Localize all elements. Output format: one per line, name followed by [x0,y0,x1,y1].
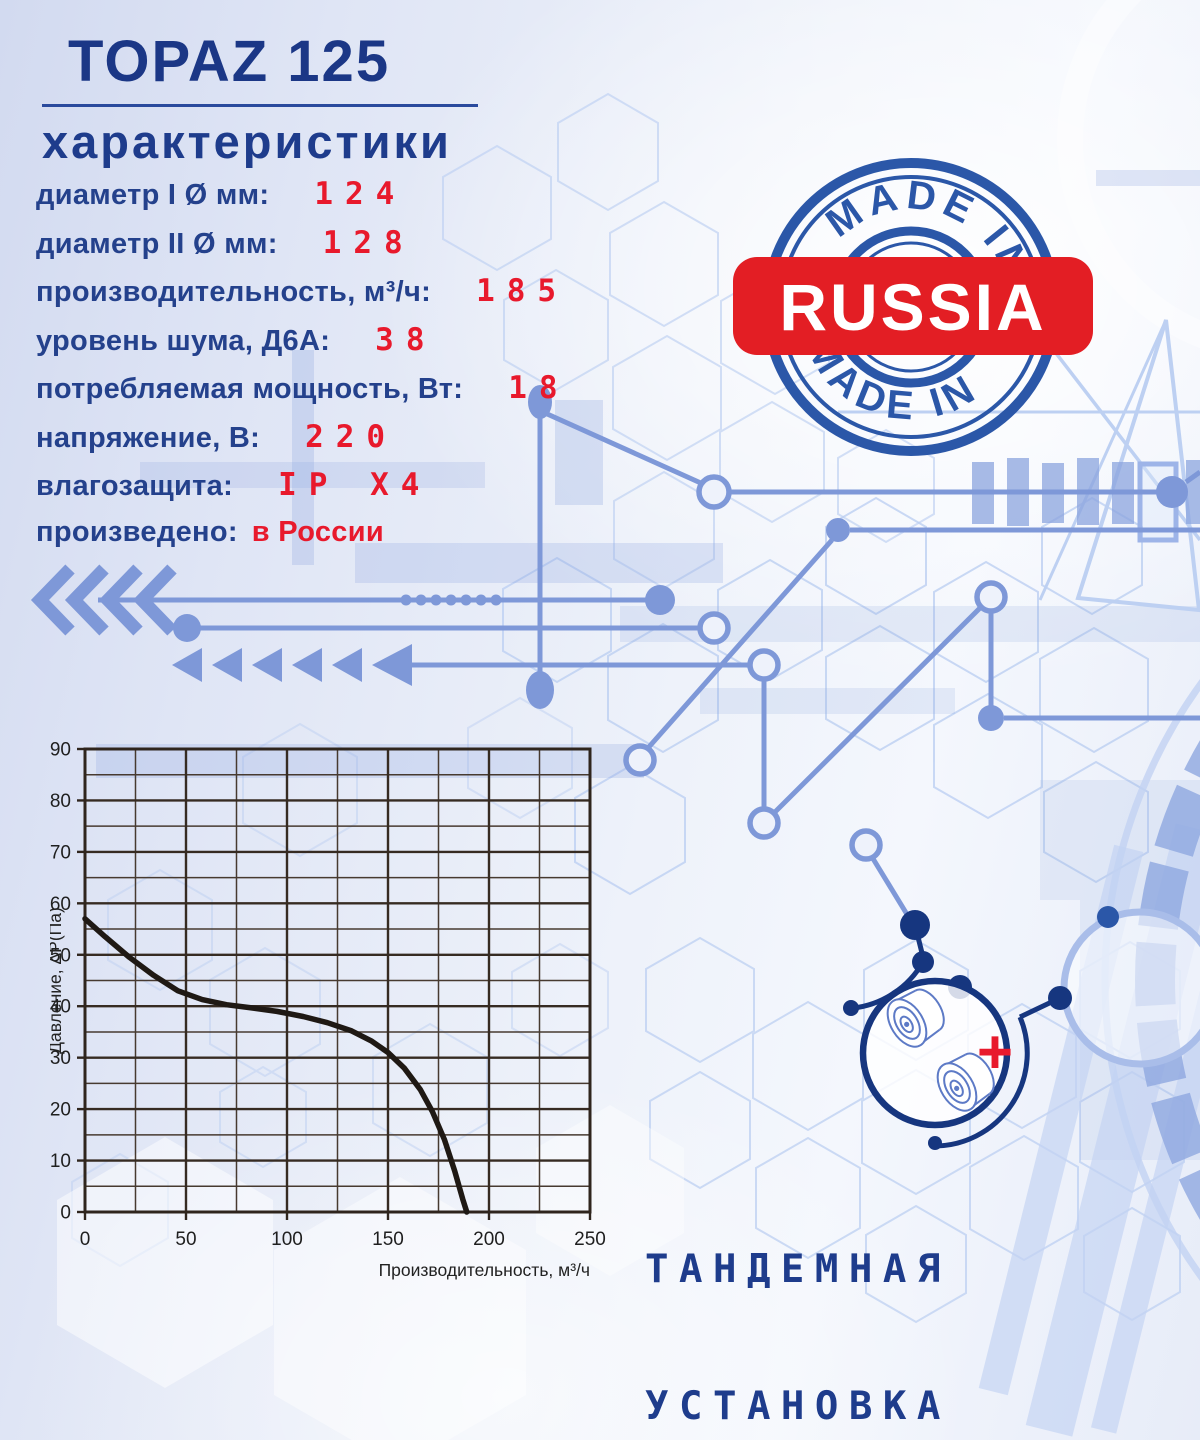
duct-fan-icon [886,988,945,1048]
svg-text:150: 150 [372,1229,404,1250]
svg-text:0: 0 [80,1229,91,1250]
spec-value: 38 [375,321,437,358]
spec-row: влагозащита: IP X4 [36,467,676,516]
spec-label: произведено: [36,515,238,548]
circuit-network [98,385,1200,918]
svg-text:50: 50 [175,1229,196,1250]
spec-value: 18 [508,370,570,406]
white-hexagons [57,0,1200,1440]
title-underline [42,104,478,107]
svg-text:70: 70 [50,842,71,863]
spec-list: диаметр I Ø мм: 124 диаметр II Ø мм: 128 про… [36,176,676,564]
spec-label: напряжение, В: [36,421,261,454]
svg-text:250: 250 [574,1229,606,1250]
fan-curve [82,916,470,1215]
spec-row: потребляемая мощность, Вт: 18 [36,370,676,419]
spec-row: уровень шума, Д6А: 38 [36,322,676,371]
spec-label: производительность, м³/ч: [36,276,432,308]
stamp-banner-text: RUSSIA [779,270,1046,344]
svg-text:200: 200 [473,1229,505,1250]
spec-label: потребляемая мощность, Вт: [36,373,464,405]
x-axis-label: Производительность, м³/ч [379,1260,590,1280]
y-axis-label: Давление, ΔР(Па) [50,907,65,1054]
spec-value: 220 [305,418,398,455]
spec-row: напряжение, В: 220 [36,419,676,468]
svg-text:30: 30 [50,1048,71,1069]
spec-value: 185 [476,273,569,309]
duct-fan-icon [936,1052,995,1112]
spec-label: влагозащита: [36,470,234,502]
spec-row: произведено: в России [36,516,676,565]
spec-row: диаметр I Ø мм: 124 [36,176,676,225]
tandem-line: УСТАНОВКА [645,1383,951,1429]
spec-value: 124 [314,176,407,212]
spec-row: производительность, м³/ч: 185 [36,273,676,322]
page-title: TOPAZ 125 [68,29,391,94]
svg-text:20: 20 [50,1100,71,1121]
stamp-banner [733,257,1093,355]
spec-value: IP X4 [278,467,432,503]
svg-text:10: 10 [50,1151,71,1172]
made-in-russia-stamp: MADE IN MADE IN RUSSIA [733,148,1093,456]
header: TOPAZ 125 характеристики [42,28,478,169]
tandem-promo-text: ТАНДЕМНАЯ УСТАНОВКА НЕСКОЛЬКИХ ВЕНТИЛЯТО… [645,1156,1200,1440]
svg-text:60: 60 [50,894,71,915]
plus-icon: + [977,1018,1013,1087]
spec-label: диаметр II Ø мм: [36,227,278,260]
tandem-fans-icon: + [843,910,1072,1150]
spec-row: диаметр II Ø мм: 128 [36,225,676,274]
page-subtitle: характеристики [42,115,452,168]
svg-text:0: 0 [60,1203,71,1224]
svg-text:40: 40 [50,997,71,1018]
spec-label: уровень шума, Д6А: [36,324,331,357]
spec-value: 128 [322,224,415,261]
fan-curve-chart: 0 10 20 30 40 50 60 70 80 90 0 50 100 150 200 250 Давлен… [50,740,606,1281]
svg-text:80: 80 [50,791,71,812]
svg-text:90: 90 [50,740,71,761]
molecule-dot [900,910,930,940]
tandem-line: ТАНДЕМНАЯ [645,1247,951,1292]
svg-text:100: 100 [271,1229,303,1250]
spec-label: диаметр I Ø мм: [36,179,270,211]
spec-value: в России [251,515,384,548]
svg-text:50: 50 [50,945,71,966]
